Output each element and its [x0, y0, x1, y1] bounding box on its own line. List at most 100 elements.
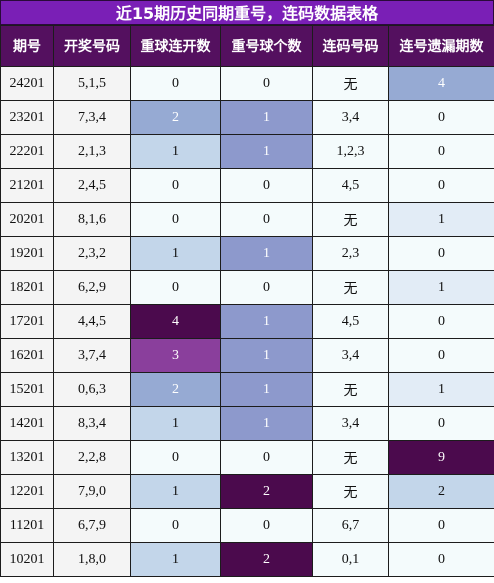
consecutive-numbers-cell: 2,3: [312, 236, 389, 271]
period-cell: 19201: [0, 236, 54, 271]
period-cell: 16201: [0, 338, 54, 373]
consecutive-miss-cell: 0: [388, 236, 494, 271]
repeat-count-cell: 2: [220, 474, 313, 509]
table-row: 22201 2,1,3 1 1 1,2,3 0: [0, 134, 494, 169]
repeat-streak-cell: 0: [130, 66, 221, 101]
draw-numbers-cell: 2,2,8: [53, 440, 131, 475]
repeat-streak-cell: 0: [130, 168, 221, 203]
repeat-streak-cell: 1: [130, 406, 221, 441]
draw-numbers-cell: 1,8,0: [53, 542, 131, 577]
repeat-count-cell: 0: [220, 270, 313, 305]
period-cell: 20201: [0, 202, 54, 237]
repeat-count-cell: 1: [220, 134, 313, 169]
period-cell: 14201: [0, 406, 54, 441]
table-row: 13201 2,2,8 0 0 无 9: [0, 440, 494, 475]
consecutive-numbers-cell: 1,2,3: [312, 134, 389, 169]
period-cell: 15201: [0, 372, 54, 407]
draw-numbers-cell: 3,7,4: [53, 338, 131, 373]
consecutive-numbers-cell: 无: [312, 202, 389, 237]
consecutive-numbers-cell: 3,4: [312, 338, 389, 373]
consecutive-miss-cell: 2: [388, 474, 494, 509]
period-cell: 18201: [0, 270, 54, 305]
consecutive-miss-cell: 0: [388, 338, 494, 373]
repeat-streak-cell: 3: [130, 338, 221, 373]
repeat-count-cell: 1: [220, 338, 313, 373]
repeat-count-cell: 2: [220, 542, 313, 577]
consecutive-miss-cell: 0: [388, 542, 494, 577]
repeat-count-cell: 1: [220, 372, 313, 407]
draw-numbers-cell: 8,1,6: [53, 202, 131, 237]
consecutive-miss-cell: 9: [388, 440, 494, 475]
consecutive-numbers-cell: 无: [312, 474, 389, 509]
draw-numbers-cell: 8,3,4: [53, 406, 131, 441]
draw-numbers-cell: 4,4,5: [53, 304, 131, 339]
consecutive-numbers-cell: 无: [312, 372, 389, 407]
header-consecutive-numbers: 连码号码: [312, 25, 389, 67]
period-cell: 22201: [0, 134, 54, 169]
consecutive-numbers-cell: 无: [312, 66, 389, 101]
header-repeat-count: 重号球个数: [220, 25, 313, 67]
draw-numbers-cell: 2,1,3: [53, 134, 131, 169]
period-cell: 10201: [0, 542, 54, 577]
header-draw-numbers: 开奖号码: [53, 25, 131, 67]
header-repeat-streak: 重球连开数: [130, 25, 221, 67]
header-consecutive-miss: 连号遗漏期数: [388, 25, 494, 67]
repeat-streak-cell: 1: [130, 474, 221, 509]
header-row: 期号 开奖号码 重球连开数 重号球个数 连码号码 连号遗漏期数: [0, 25, 494, 67]
repeat-streak-cell: 4: [130, 304, 221, 339]
consecutive-miss-cell: 0: [388, 508, 494, 543]
period-cell: 12201: [0, 474, 54, 509]
repeat-streak-cell: 0: [130, 440, 221, 475]
repeat-streak-cell: 0: [130, 202, 221, 237]
repeat-streak-cell: 1: [130, 542, 221, 577]
consecutive-numbers-cell: 3,4: [312, 406, 389, 441]
consecutive-miss-cell: 1: [388, 270, 494, 305]
table-row: 18201 6,2,9 0 0 无 1: [0, 270, 494, 305]
consecutive-miss-cell: 1: [388, 202, 494, 237]
consecutive-miss-cell: 0: [388, 304, 494, 339]
period-cell: 21201: [0, 168, 54, 203]
repeat-count-cell: 1: [220, 304, 313, 339]
draw-numbers-cell: 7,9,0: [53, 474, 131, 509]
consecutive-miss-cell: 0: [388, 134, 494, 169]
table-row: 24201 5,1,5 0 0 无 4: [0, 66, 494, 101]
consecutive-miss-cell: 0: [388, 168, 494, 203]
consecutive-miss-cell: 0: [388, 406, 494, 441]
table-row: 10201 1,8,0 1 2 0,1 0: [0, 542, 494, 577]
draw-numbers-cell: 6,7,9: [53, 508, 131, 543]
consecutive-numbers-cell: 6,7: [312, 508, 389, 543]
repeat-streak-cell: 2: [130, 372, 221, 407]
table-row: 17201 4,4,5 4 1 4,5 0: [0, 304, 494, 339]
repeat-count-cell: 0: [220, 202, 313, 237]
repeat-count-cell: 0: [220, 168, 313, 203]
period-cell: 23201: [0, 100, 54, 135]
table-row: 14201 8,3,4 1 1 3,4 0: [0, 406, 494, 441]
period-cell: 24201: [0, 66, 54, 101]
repeat-streak-cell: 2: [130, 100, 221, 135]
consecutive-miss-cell: 0: [388, 100, 494, 135]
table-row: 23201 7,3,4 2 1 3,4 0: [0, 100, 494, 135]
table-row: 11201 6,7,9 0 0 6,7 0: [0, 508, 494, 543]
consecutive-numbers-cell: 无: [312, 440, 389, 475]
consecutive-miss-cell: 1: [388, 372, 494, 407]
repeat-streak-cell: 0: [130, 270, 221, 305]
repeat-streak-cell: 0: [130, 508, 221, 543]
table-row: 15201 0,6,3 2 1 无 1: [0, 372, 494, 407]
table-body: 24201 5,1,5 0 0 无 4 23201 7,3,4 2 1 3,4 0 22201 2,1,3…: [0, 66, 494, 577]
consecutive-numbers-cell: 0,1: [312, 542, 389, 577]
period-cell: 17201: [0, 304, 54, 339]
table-row: 19201 2,3,2 1 1 2,3 0: [0, 236, 494, 271]
consecutive-numbers-cell: 4,5: [312, 304, 389, 339]
table-title: 近15期历史同期重号，连码数据表格: [0, 0, 494, 25]
table-row: 20201 8,1,6 0 0 无 1: [0, 202, 494, 237]
repeat-count-cell: 1: [220, 406, 313, 441]
consecutive-miss-cell: 4: [388, 66, 494, 101]
repeat-count-cell: 0: [220, 440, 313, 475]
repeat-count-cell: 0: [220, 508, 313, 543]
header-period: 期号: [0, 25, 54, 67]
table-row: 12201 7,9,0 1 2 无 2: [0, 474, 494, 509]
period-cell: 11201: [0, 508, 54, 543]
repeat-consecutive-table: 期号 开奖号码 重球连开数 重号球个数 连码号码 连号遗漏期数 24201 5,1…: [0, 25, 494, 577]
draw-numbers-cell: 0,6,3: [53, 372, 131, 407]
